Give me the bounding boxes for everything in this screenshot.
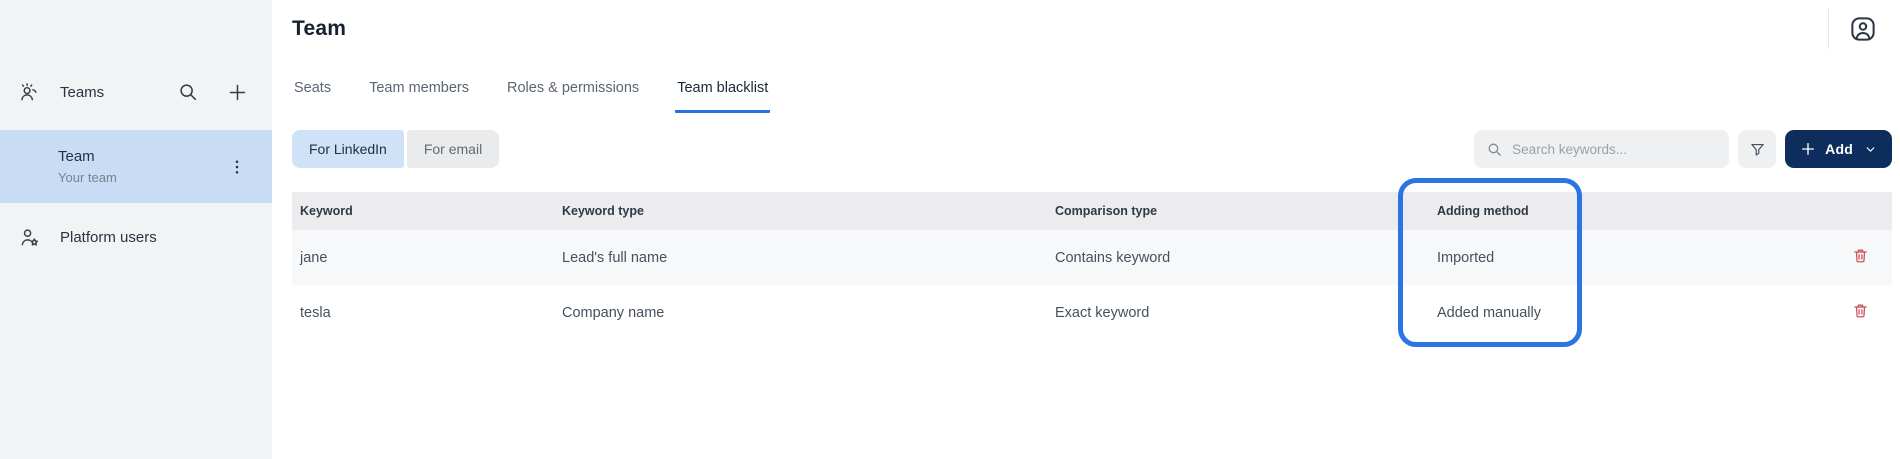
account-avatar-icon[interactable] (1848, 14, 1878, 44)
table-header-row: Keyword Keyword type Comparison type Add… (292, 192, 1892, 230)
team-options-kebab-icon[interactable] (228, 156, 246, 178)
column-header-comparison-type: Comparison type (1047, 192, 1429, 230)
tab-roles-permissions[interactable]: Roles & permissions (507, 80, 640, 96)
blacklist-type-toggle: For LinkedIn For email (292, 130, 500, 168)
sidebar-teams-label: Teams (60, 83, 105, 101)
chevron-down-icon (1864, 143, 1877, 156)
filter-button[interactable] (1738, 130, 1777, 168)
plus-icon (1800, 141, 1816, 157)
table-row: tesla Company name Exact keyword Added m… (292, 285, 1892, 340)
cell-adding-method: Imported (1437, 249, 1495, 266)
cell-comparison-type: Contains keyword (1055, 249, 1171, 266)
topbar: Team (272, 0, 1900, 58)
keyword-search-box[interactable] (1474, 130, 1730, 168)
page-title: Team (292, 17, 347, 40)
platform-users-icon (18, 226, 41, 249)
platform-users-label: Platform users (60, 228, 157, 246)
column-header-keyword: Keyword (292, 192, 554, 230)
search-input[interactable] (1512, 141, 1718, 157)
main-content: Team Seats Team members Roles & permissi… (272, 0, 1900, 459)
delete-keyword-icon[interactable] (1852, 247, 1869, 264)
cell-adding-method: Added manually (1437, 304, 1541, 321)
table-row: jane Lead's full name Contains keyword I… (292, 230, 1892, 285)
cell-keyword: tesla (300, 304, 331, 321)
add-keyword-button[interactable]: Add (1785, 130, 1892, 168)
column-header-adding-method: Adding method (1429, 192, 1829, 230)
toolbar: For LinkedIn For email (272, 130, 1900, 168)
delete-keyword-icon[interactable] (1852, 302, 1869, 319)
sidebar-item-team-selected[interactable]: Team Your team (0, 130, 272, 203)
cell-keyword-type: Company name (562, 304, 665, 321)
tab-team-blacklist[interactable]: Team blacklist (675, 58, 771, 113)
tab-seats[interactable]: Seats (294, 80, 332, 96)
sidebar-item-platform-users[interactable]: Platform users (0, 217, 272, 257)
column-header-keyword-type: Keyword type (554, 192, 1047, 230)
cell-keyword: jane (300, 249, 328, 266)
add-button-label: Add (1825, 141, 1853, 157)
filter-chip-email[interactable]: For email (406, 130, 500, 168)
tab-bar: Seats Team members Roles & permissions T… (272, 58, 1900, 113)
add-team-icon[interactable] (227, 82, 248, 103)
tab-team-members[interactable]: Team members (369, 80, 470, 96)
column-header-actions (1829, 192, 1892, 230)
funnel-icon (1749, 141, 1766, 158)
topbar-divider (1828, 9, 1829, 49)
sidebar: Teams Team Your team (0, 0, 272, 459)
cell-comparison-type: Exact keyword (1055, 304, 1150, 321)
blacklist-table: Keyword Keyword type Comparison type Add… (292, 192, 1892, 340)
filter-chip-linkedin[interactable]: For LinkedIn (292, 130, 404, 168)
cell-keyword-type: Lead's full name (562, 249, 668, 266)
teams-group-icon (18, 81, 41, 104)
search-icon (1486, 141, 1503, 158)
teams-search-icon[interactable] (177, 81, 199, 103)
sidebar-teams-header: Teams (0, 72, 272, 112)
team-item-title: Team (58, 148, 95, 165)
team-item-subtitle: Your team (58, 170, 117, 185)
